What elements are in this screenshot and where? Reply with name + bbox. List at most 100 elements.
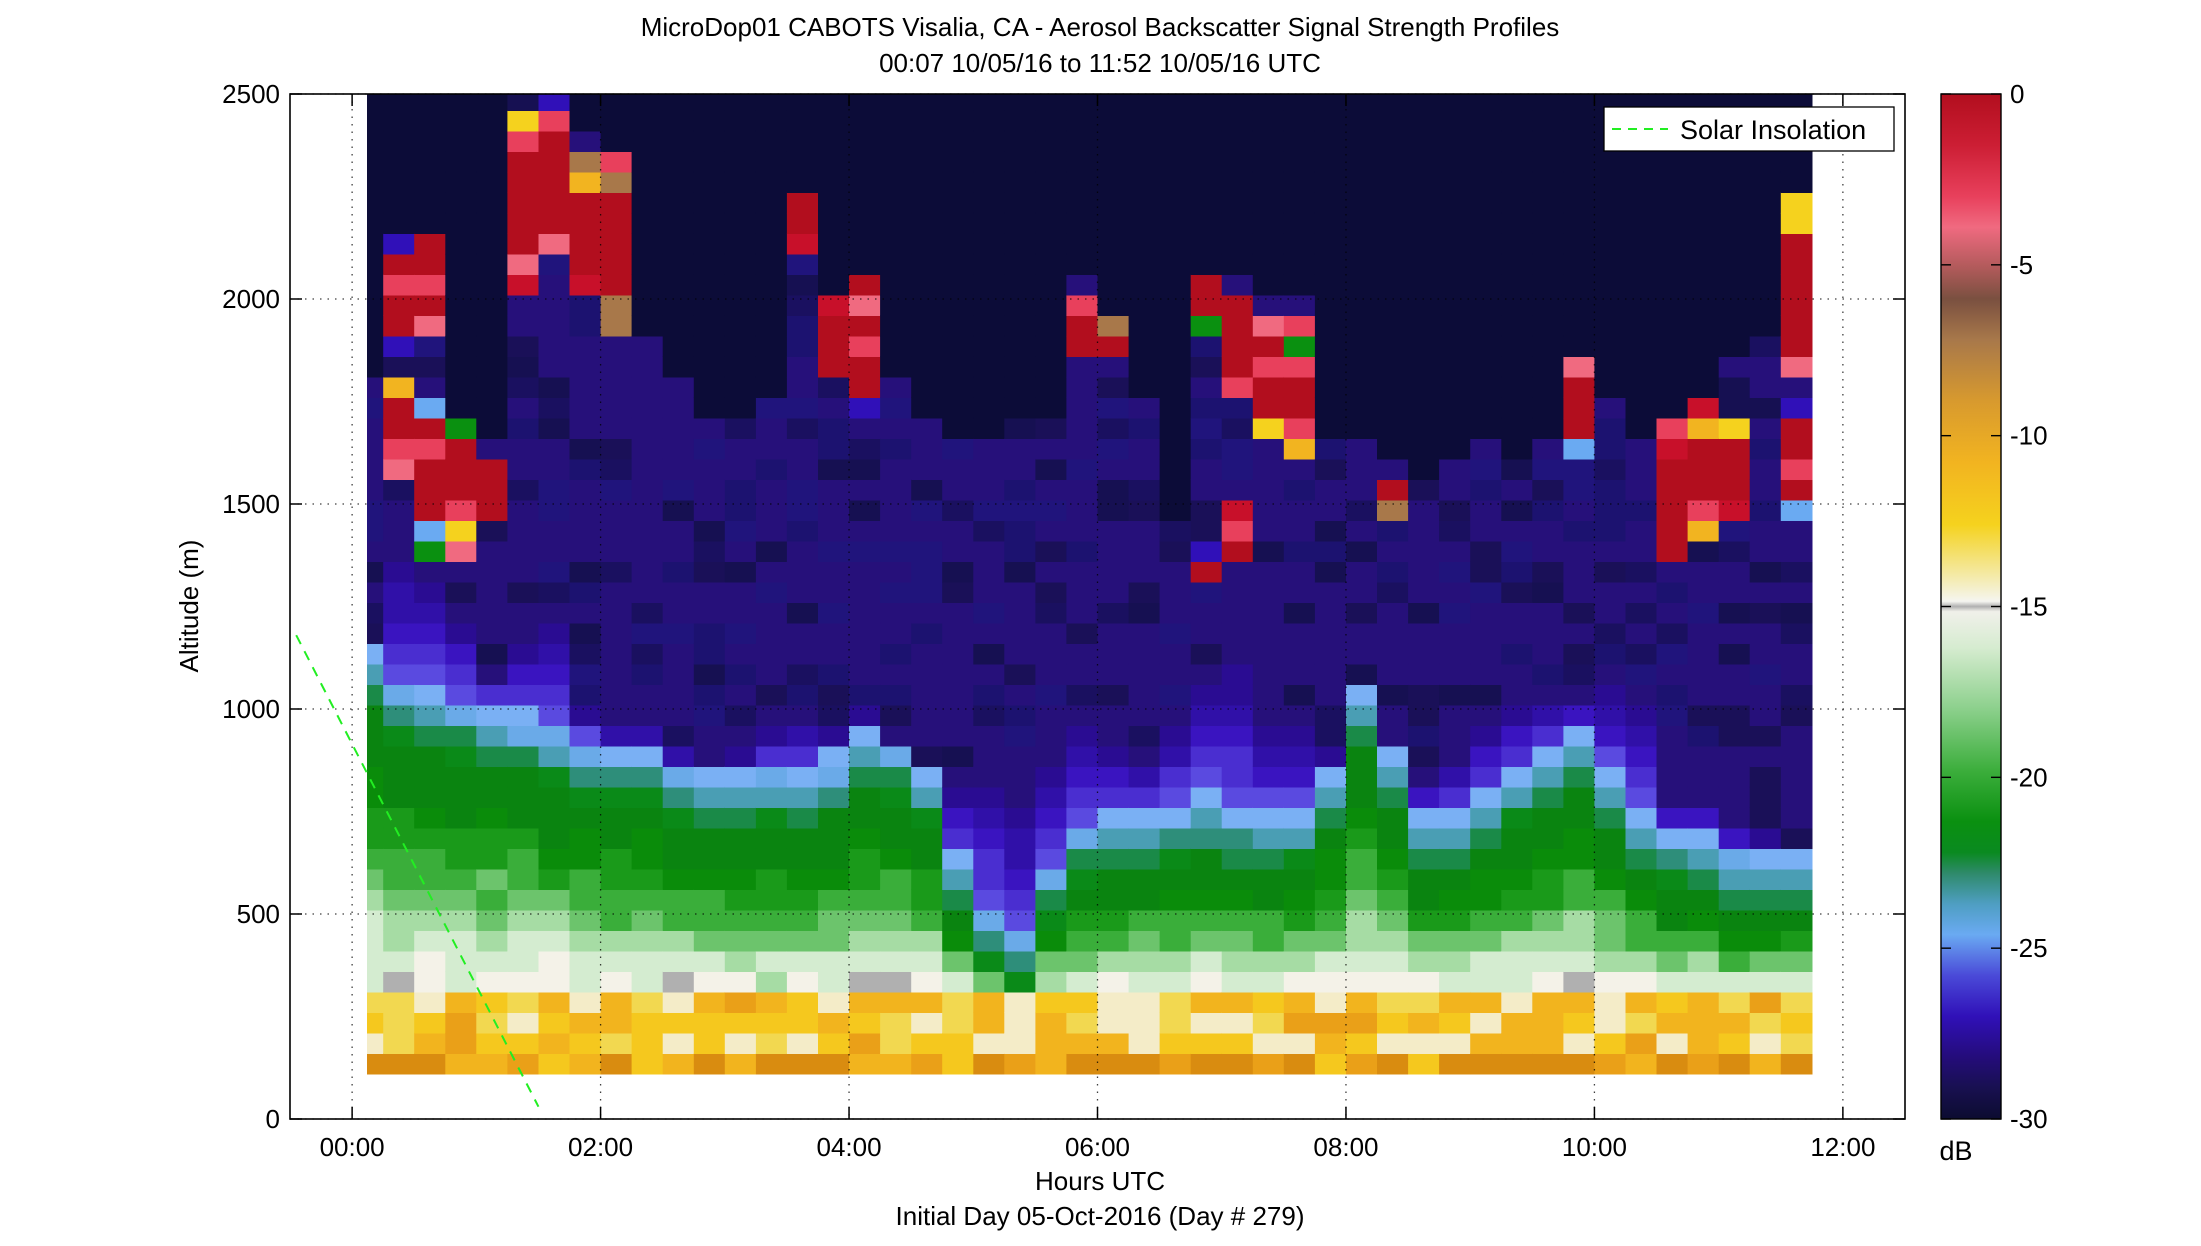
- heatmap-cell: [724, 438, 757, 460]
- heatmap-cell: [849, 335, 881, 357]
- heatmap-cell: [1408, 745, 1440, 767]
- heatmap-cell: [507, 438, 540, 460]
- heatmap-cell: [1780, 1053, 1813, 1075]
- heatmap-cell: [662, 602, 695, 624]
- heatmap-cell: [693, 848, 726, 870]
- heatmap-cell: [1687, 397, 1720, 419]
- heatmap-cell: [1221, 1053, 1254, 1075]
- heatmap-cell: [367, 561, 384, 583]
- heatmap-cell: [1377, 663, 1409, 685]
- heatmap-cell: [693, 397, 726, 419]
- heatmap-cell: [1470, 725, 1502, 747]
- heatmap-cell: [1035, 151, 1068, 173]
- heatmap-cell: [476, 130, 508, 152]
- heatmap-cell: [1656, 212, 1689, 234]
- heatmap-cell: [818, 786, 850, 808]
- heatmap-cell: [1532, 1012, 1564, 1034]
- heatmap-cell: [818, 971, 850, 993]
- heatmap-cell: [1594, 151, 1627, 173]
- heatmap-cell: [973, 745, 1005, 767]
- heatmap-cell: [1594, 704, 1627, 726]
- heatmap-cell: [880, 684, 912, 706]
- heatmap-cell: [973, 376, 1005, 398]
- heatmap-cell: [880, 786, 912, 808]
- heatmap-cell: [1563, 643, 1596, 665]
- heatmap-cell: [1408, 397, 1440, 419]
- heatmap-cell: [880, 192, 912, 214]
- heatmap-cell: [1563, 889, 1596, 911]
- heatmap-cell: [1004, 602, 1036, 624]
- heatmap-cell: [849, 110, 881, 132]
- heatmap-cell: [1656, 663, 1689, 685]
- heatmap-cell: [1532, 1032, 1564, 1054]
- heatmap-cell: [367, 438, 384, 460]
- heatmap-cell: [1749, 561, 1782, 583]
- heatmap-cell: [693, 704, 726, 726]
- heatmap-cell: [1439, 315, 1471, 337]
- heatmap-cell: [414, 622, 446, 644]
- heatmap-cell: [569, 94, 602, 111]
- heatmap-cell: [1252, 663, 1285, 685]
- heatmap-cell: [662, 971, 695, 993]
- heatmap-cell: [1190, 458, 1223, 480]
- heatmap-cell: [1780, 520, 1813, 542]
- heatmap-cell: [724, 192, 757, 214]
- heatmap-cell: [818, 192, 850, 214]
- heatmap-cell: [1656, 848, 1689, 870]
- heatmap-cell: [1283, 827, 1316, 849]
- heatmap-cell: [600, 151, 633, 173]
- heatmap-cell: [367, 1032, 384, 1054]
- heatmap-cell: [1097, 315, 1130, 337]
- heatmap-cell: [880, 1012, 912, 1034]
- heatmap-cell: [367, 171, 384, 193]
- x-axis-ticks: 00:00 02:00 04:00 06:00 08:00 10:00 12:00: [320, 94, 1875, 1162]
- heatmap-cell: [414, 909, 446, 931]
- heatmap-cell: [1408, 643, 1440, 665]
- heatmap-cell: [1128, 458, 1161, 480]
- heatmap-cell: [1097, 479, 1130, 501]
- heatmap-cell: [1501, 540, 1533, 562]
- heatmap-cell: [1128, 151, 1161, 173]
- heatmap-cell: [1314, 991, 1347, 1013]
- heatmap-cell: [1656, 950, 1689, 972]
- heatmap-cell: [507, 848, 540, 870]
- heatmap-cell: [1563, 397, 1596, 419]
- heatmap-cell: [1097, 192, 1130, 214]
- heatmap-cell: [1470, 110, 1502, 132]
- heatmap-cell: [1190, 643, 1223, 665]
- heatmap-cell: [507, 909, 540, 931]
- heatmap-cell: [1097, 622, 1130, 644]
- heatmap-cell: [1377, 253, 1409, 275]
- heatmap-cell: [942, 745, 974, 767]
- heatmap-cell: [1252, 397, 1285, 419]
- heatmap-cell: [600, 684, 633, 706]
- heatmap-cell: [1035, 745, 1068, 767]
- heatmap-cell: [662, 1053, 695, 1075]
- heatmap-cell: [1066, 294, 1099, 316]
- heatmap-cell: [1004, 684, 1036, 706]
- heatmap-cell: [1035, 212, 1068, 234]
- heatmap-cell: [1563, 950, 1596, 972]
- heatmap-cell: [693, 663, 726, 685]
- heatmap-cell: [1439, 684, 1471, 706]
- heatmap-cell: [1718, 294, 1751, 316]
- heatmap-cell: [849, 212, 881, 234]
- heatmap-cell: [786, 274, 819, 296]
- heatmap-cell: [1501, 827, 1533, 849]
- heatmap-cell: [1066, 94, 1099, 111]
- heatmap-cell: [1377, 1053, 1409, 1075]
- heatmap-cell: [1501, 192, 1533, 214]
- heatmap-cell: [786, 848, 819, 870]
- heatmap-cell: [383, 1012, 415, 1034]
- heatmap-cell: [1346, 294, 1378, 316]
- heatmap-cell: [1377, 171, 1409, 193]
- heatmap-cell: [1625, 971, 1658, 993]
- heatmap-cell: [1780, 971, 1813, 993]
- heatmap-cell: [445, 294, 477, 316]
- heatmap-cell: [724, 745, 757, 767]
- heatmap-cell: [1594, 192, 1627, 214]
- heatmap-cell: [1780, 151, 1813, 173]
- heatmap-cell: [1128, 807, 1161, 829]
- heatmap-cell: [1346, 643, 1378, 665]
- heatmap-cell: [1097, 581, 1130, 603]
